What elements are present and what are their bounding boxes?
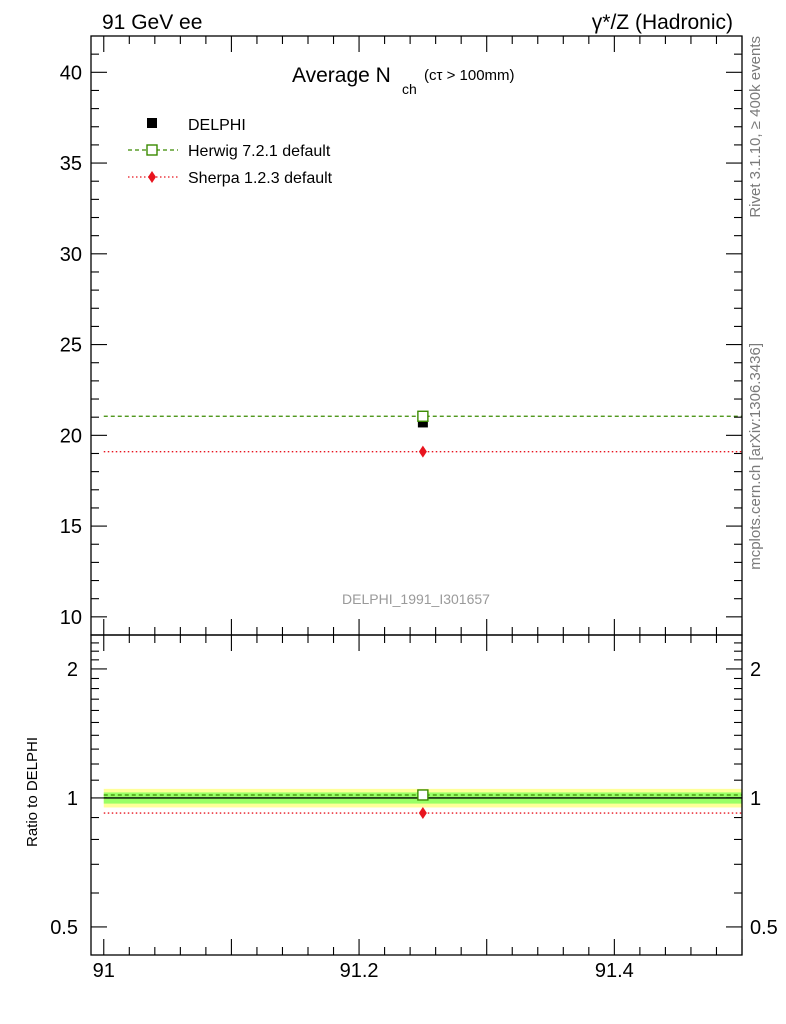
ratio-plot-frame [90,634,743,956]
ratio-y-tick-label-right: 0.5 [750,917,778,939]
title-main: Average N [292,64,391,87]
main-y-tick-label: 30 [60,244,82,266]
ratio-y-axis-label: Ratio to DELPHI [24,737,41,847]
source-label: mcplots.cern.ch [arXiv:1306.3436] [747,343,764,570]
ratio-y-tick-label-right: 1 [750,788,761,810]
main-y-tick-label: 10 [60,607,82,629]
ratio-y-tick-label: 1 [67,788,78,810]
ratio-herwig-point [417,789,429,801]
ratio-y-tick-label-right: 2 [750,659,761,681]
legend-marker-delphi [147,118,157,128]
analysis-watermark: DELPHI_1991_I301657 [342,591,490,607]
main-y-tick-label: 20 [60,425,82,447]
title-cut: (cτ > 100mm) [424,67,515,84]
delphi-data-point [417,417,428,428]
header-left: 91 GeV ee [102,11,202,34]
x-tick-label: 91.2 [340,960,379,982]
legend-label-herwig: Herwig 7.2.1 default [188,143,331,160]
main-y-tick-label: 35 [60,153,82,175]
main-y-tick-label: 15 [60,516,82,538]
ratio-sherpa-point [418,807,427,820]
plot-title: Average N ch (cτ > 100mm) [292,64,515,97]
legend-label-sherpa: Sherpa 1.2.3 default [188,170,333,187]
legend-marker-herwig [146,144,158,156]
herwig-point [417,410,429,422]
ratio-y-tick-label: 0.5 [50,917,78,939]
main-panel: 10 15 20 25 30 35 40 [60,35,743,636]
title-subscript: ch [402,81,417,97]
main-y-tick-label: 40 [60,62,82,84]
ratio-y-tick-label: 2 [67,659,78,681]
legend-label-delphi: DELPHI [188,117,246,134]
x-tick-label: 91.4 [595,960,634,982]
x-tick-label: 91 [93,960,115,982]
legend: DELPHI Herwig 7.2.1 default Sherpa 1.2.3… [128,117,333,187]
rivet-version-label: Rivet 3.1.10, ≥ 400k events [747,36,764,218]
header-right: γ*/Z (Hadronic) [592,11,733,34]
sherpa-point [418,445,427,458]
main-y-tick-label: 25 [60,335,82,357]
ratio-panel: 0.5 0.5 1 1 2 2 [50,634,778,956]
legend-marker-sherpa [148,171,156,183]
